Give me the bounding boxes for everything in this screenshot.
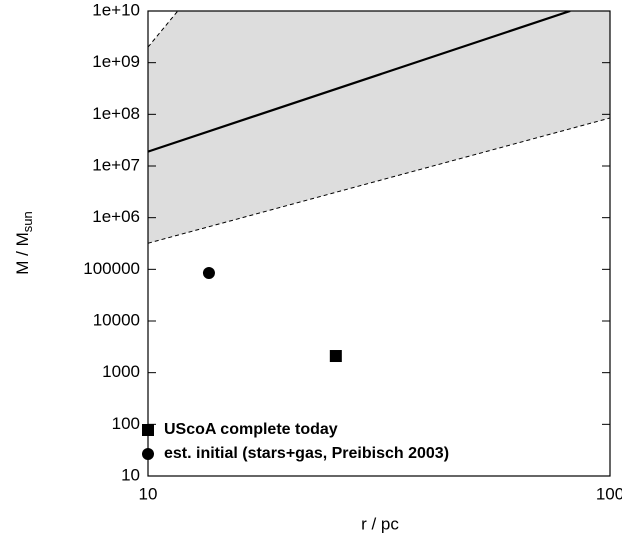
plot-area	[148, 11, 610, 363]
x-tick-label: 100	[596, 484, 622, 503]
y-tick-label: 1e+09	[92, 52, 140, 71]
marker	[329, 350, 342, 363]
line	[148, 117, 610, 244]
x-axis-label: r / pc	[361, 514, 399, 533]
line	[148, 11, 571, 153]
legend-marker	[142, 448, 154, 460]
band	[148, 11, 610, 244]
line	[148, 11, 179, 48]
y-tick-label: 10000	[93, 310, 140, 329]
marker	[202, 266, 215, 279]
legend-marker	[142, 424, 154, 436]
y-axis-label: M / Msun	[13, 211, 35, 274]
y-tick-label: 1e+10	[92, 0, 140, 19]
legend-label: est. initial (stars+gas, Preibisch 2003)	[164, 445, 449, 462]
y-tick-label: 100	[112, 414, 140, 433]
x-tick-label: 10	[139, 484, 158, 503]
y-tick-label: 1e+08	[92, 104, 140, 123]
y-tick-label: 10	[121, 465, 140, 484]
y-tick-label: 1e+07	[92, 155, 140, 174]
legend-label: UScoA complete today	[164, 421, 338, 438]
y-tick-label: 1000	[102, 362, 140, 381]
y-tick-label: 100000	[83, 259, 140, 278]
y-axis-label-main: M / M	[13, 232, 32, 275]
y-axis-label-sub: sun	[20, 211, 35, 232]
plot-frame	[147, 10, 611, 477]
y-tick-label: 1e+06	[92, 207, 140, 226]
